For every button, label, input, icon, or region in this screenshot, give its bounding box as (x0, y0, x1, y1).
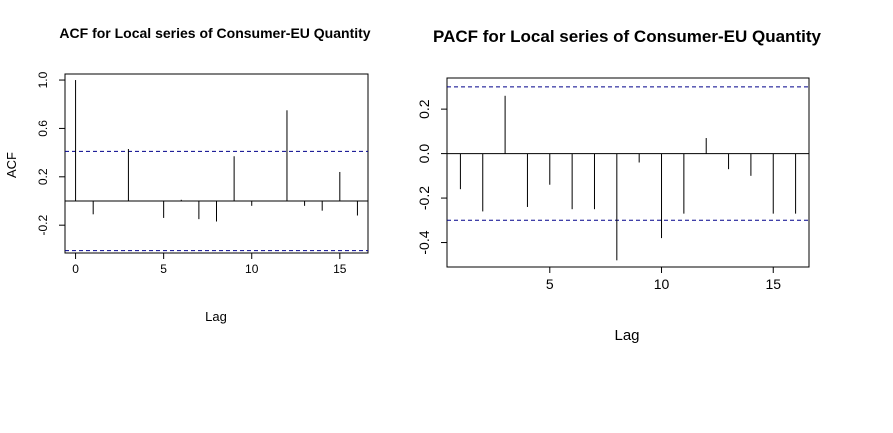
acf-x-tick-label: 15 (333, 262, 347, 276)
pacf-y-tick-label: 0.2 (416, 99, 432, 119)
acf-marks: 0 5 10 15 -0.2 0.2 0.6 1.0 (36, 71, 368, 276)
pacf-x-tick-label: 10 (654, 276, 670, 292)
acf-x-axis-label: Lag (205, 309, 227, 324)
acf-panel: ACF for Local series of Consumer-EU Quan… (4, 25, 371, 324)
pacf-y-tick-label: -0.2 (416, 186, 432, 210)
acf-x-tick-label: 10 (245, 262, 259, 276)
pacf-y-tick-label: -0.4 (416, 230, 432, 254)
pacf-panel: PACF for Local series of Consumer-EU Qua… (416, 27, 821, 344)
pacf-title: PACF for Local series of Consumer-EU Qua… (433, 27, 821, 46)
acf-y-tick-label: 0.6 (36, 120, 50, 137)
pacf-x-tick-label: 15 (765, 276, 781, 292)
acf-title: ACF for Local series of Consumer-EU Quan… (59, 25, 370, 41)
pacf-marks: 5 10 15 -0.4 -0.2 0.0 0.2 (416, 86, 809, 292)
acf-x-tick-label: 0 (72, 262, 79, 276)
pacf-x-axis-label: Lag (614, 327, 639, 344)
acf-plot-frame (64, 73, 369, 254)
pacf-x-tick-label: 5 (546, 276, 554, 292)
pacf-plot-frame (446, 77, 810, 268)
acf-y-axis-label: ACF (4, 152, 19, 178)
acf-x-tick-label: 5 (160, 262, 167, 276)
acf-y-tick-label: 0.2 (36, 168, 50, 185)
acf-y-tick-label: -0.2 (36, 215, 50, 236)
acf-y-tick-label: 1.0 (36, 71, 50, 88)
pacf-y-tick-label: 0.0 (416, 144, 432, 164)
